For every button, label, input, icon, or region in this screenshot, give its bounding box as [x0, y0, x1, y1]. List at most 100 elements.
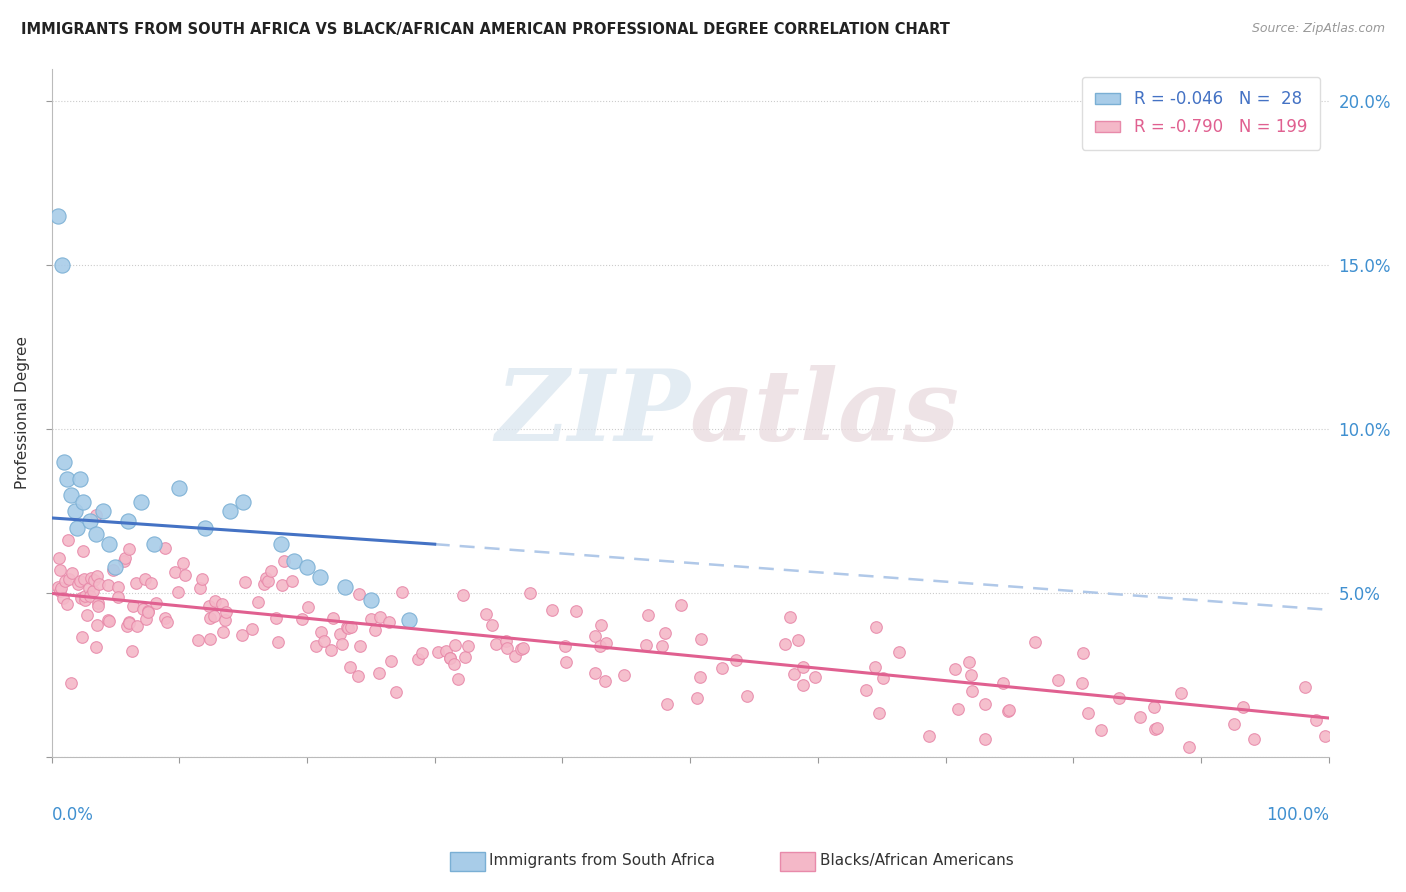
- Point: [70, 630, 93, 644]
- Point: [63, 504, 86, 518]
- Point: [253, 577, 276, 591]
- Point: [77, 581, 100, 595]
- Point: [364, 624, 387, 638]
- Point: [232, 494, 254, 508]
- Point: [1223, 717, 1246, 731]
- Point: [134, 572, 156, 586]
- Point: [56, 597, 79, 611]
- Point: [172, 556, 194, 570]
- Point: [204, 594, 226, 608]
- Point: [270, 537, 292, 551]
- Point: [792, 678, 814, 692]
- Point: [496, 641, 519, 656]
- Point: [297, 600, 319, 615]
- Point: [329, 626, 352, 640]
- Point: [773, 637, 796, 651]
- Point: [194, 521, 217, 535]
- Point: [281, 574, 304, 588]
- Point: [1108, 691, 1130, 706]
- Point: [188, 581, 211, 595]
- Point: [254, 571, 277, 585]
- Point: [308, 570, 330, 584]
- Point: [82, 584, 104, 599]
- Point: [127, 619, 149, 633]
- Point: [97, 613, 120, 627]
- Point: [443, 638, 465, 652]
- Point: [132, 602, 155, 616]
- Point: [1143, 722, 1166, 736]
- Point: [447, 672, 470, 686]
- Point: [72, 572, 94, 586]
- Point: [142, 537, 165, 551]
- Point: [589, 639, 612, 653]
- Point: [1024, 635, 1046, 649]
- Point: [998, 703, 1021, 717]
- Point: [79, 571, 101, 585]
- Point: [309, 624, 332, 639]
- Point: [779, 610, 801, 624]
- Point: [174, 568, 197, 582]
- Point: [121, 644, 143, 658]
- Point: [117, 514, 139, 528]
- Point: [589, 617, 612, 632]
- Point: [79, 514, 101, 528]
- Point: [87, 596, 110, 610]
- Point: [267, 635, 290, 649]
- Point: [84, 527, 107, 541]
- Point: [314, 634, 336, 648]
- Point: [165, 565, 187, 579]
- Point: [118, 615, 141, 630]
- Text: 0.0%: 0.0%: [52, 805, 93, 823]
- Point: [1077, 706, 1099, 721]
- Point: [79, 589, 101, 603]
- Point: [593, 673, 616, 688]
- Point: [451, 588, 474, 602]
- Point: [66, 577, 89, 591]
- Point: [613, 667, 636, 681]
- Point: [481, 618, 503, 632]
- Point: [865, 620, 887, 634]
- Point: [60, 566, 83, 581]
- Point: [991, 675, 1014, 690]
- Point: [257, 574, 280, 589]
- Point: [72, 494, 94, 508]
- Point: [129, 494, 152, 508]
- Point: [231, 628, 253, 642]
- Point: [583, 666, 606, 681]
- Point: [360, 612, 382, 626]
- Point: [1170, 686, 1192, 700]
- Point: [295, 560, 318, 574]
- Point: [368, 665, 391, 680]
- Point: [138, 605, 160, 619]
- Point: [145, 596, 167, 610]
- Point: [304, 640, 326, 654]
- Point: [1128, 709, 1150, 723]
- Point: [340, 620, 363, 634]
- Text: Immigrants from South Africa: Immigrants from South Africa: [489, 854, 716, 868]
- Point: [69, 574, 91, 588]
- Point: [439, 651, 461, 665]
- Point: [66, 521, 89, 535]
- Point: [240, 622, 263, 636]
- Text: atlas: atlas: [690, 365, 960, 461]
- Text: Blacks/African Americans: Blacks/African Americans: [820, 854, 1014, 868]
- Point: [554, 639, 576, 653]
- Point: [690, 632, 713, 646]
- Point: [512, 641, 534, 656]
- Point: [52, 591, 75, 606]
- Point: [114, 551, 136, 566]
- Point: [118, 541, 141, 556]
- Point: [1178, 739, 1201, 754]
- Point: [651, 640, 673, 654]
- Point: [669, 598, 692, 612]
- Point: [260, 565, 283, 579]
- Point: [457, 639, 479, 653]
- Point: [104, 560, 127, 574]
- Point: [863, 660, 886, 674]
- Point: [960, 668, 983, 682]
- Point: [655, 697, 678, 711]
- Point: [974, 697, 997, 711]
- Point: [335, 580, 357, 594]
- Point: [1294, 680, 1316, 694]
- Point: [212, 624, 235, 639]
